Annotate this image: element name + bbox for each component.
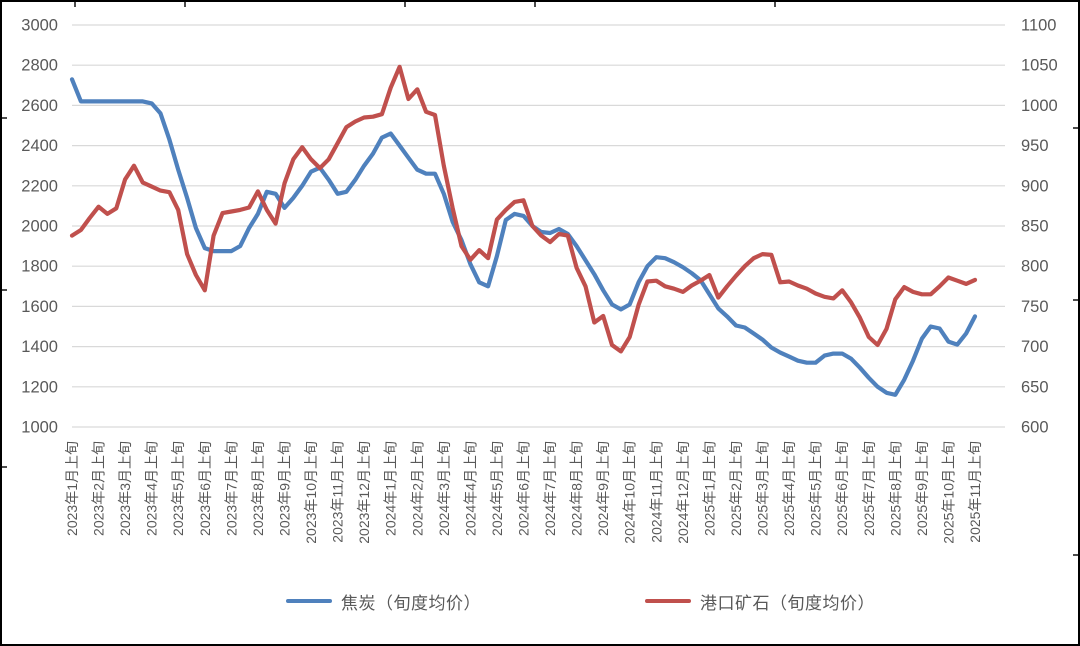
right-axis-tick-label: 700 xyxy=(1021,338,1049,356)
x-axis-label: 2025年11月上旬 xyxy=(967,441,983,543)
x-axis-label: 2024年6月上旬 xyxy=(516,441,532,536)
left-axis-tick-label: 1400 xyxy=(21,338,58,356)
x-axis-label: 2025年2月上旬 xyxy=(728,441,744,536)
left-axis-tick-label: 2200 xyxy=(21,177,58,195)
x-axis-label: 2023年7月上旬 xyxy=(223,441,239,536)
x-axis-label: 2023年3月上旬 xyxy=(117,441,133,536)
right-axis-tick-label: 1100 xyxy=(1021,17,1056,35)
x-axis-label: 2023年9月上旬 xyxy=(276,441,292,536)
right-axis-tick-label: 850 xyxy=(1021,218,1049,236)
left-axis-tick-label: 1800 xyxy=(21,258,58,276)
x-axis-label: 2023年4月上旬 xyxy=(144,441,160,536)
x-axis-label: 2024年11月上旬 xyxy=(648,441,664,543)
right-axis-tick-label: 1000 xyxy=(1021,97,1058,115)
x-axis-label: 2023年12月上旬 xyxy=(356,441,372,544)
x-axis-label: 2025年5月上旬 xyxy=(808,441,824,536)
series-line-coke xyxy=(69,77,978,397)
left-axis-tick-label: 2000 xyxy=(21,218,58,236)
x-axis-label: 2025年8月上旬 xyxy=(887,441,903,536)
x-axis-label: 2023年5月上旬 xyxy=(170,441,186,536)
left-axis-tick-label: 2400 xyxy=(21,137,58,155)
right-axis-tick-label: 650 xyxy=(1021,378,1049,396)
left-axis-tick-label: 2600 xyxy=(21,97,58,115)
left-axis-tick-label: 3000 xyxy=(21,17,58,35)
x-axis-label: 2025年9月上旬 xyxy=(914,441,930,536)
right-axis-tick-label: 900 xyxy=(1021,177,1049,195)
left-axis-tick-label: 1200 xyxy=(21,378,58,396)
x-axis-label: 2024年1月上旬 xyxy=(383,441,399,536)
x-axis-label: 2025年1月上旬 xyxy=(701,441,717,536)
x-axis-label: 2025年7月上旬 xyxy=(861,441,877,536)
legend-item-ore: 港口矿石（旬度均价） xyxy=(645,586,875,616)
legend-label-ore: 港口矿石（旬度均价） xyxy=(700,593,875,613)
left-axis-tick-label: 2800 xyxy=(21,57,58,75)
right-axis-tick-label: 950 xyxy=(1021,137,1049,155)
x-axis-label: 2023年1月上旬 xyxy=(64,441,80,536)
x-axis-label: 2025年4月上旬 xyxy=(781,441,797,536)
left-axis-tick-label: 1000 xyxy=(21,419,58,437)
x-axis-label: 2025年6月上旬 xyxy=(834,441,850,536)
x-axis-label: 2024年8月上旬 xyxy=(569,441,585,536)
legend: 焦炭（旬度均价） 港口矿石（旬度均价） xyxy=(2,586,1078,616)
legend-swatch-ore xyxy=(645,598,691,604)
legend-label-coke: 焦炭（旬度均价） xyxy=(341,593,481,613)
x-axis-label: 2023年10月上旬 xyxy=(303,441,319,544)
x-axis-label: 2024年2月上旬 xyxy=(409,441,425,536)
x-axis-label: 2023年8月上旬 xyxy=(250,441,266,536)
x-axis-label: 2024年5月上旬 xyxy=(489,441,505,536)
x-axis-label: 2024年4月上旬 xyxy=(462,441,478,536)
right-axis-tick-label: 600 xyxy=(1021,419,1049,437)
right-axis-tick-label: 1050 xyxy=(1021,57,1058,75)
x-axis-label: 2025年3月上旬 xyxy=(755,441,771,536)
x-axis-label: 2024年7月上旬 xyxy=(542,441,558,536)
x-axis-label: 2024年9月上旬 xyxy=(595,441,611,536)
x-axis-label: 2023年6月上旬 xyxy=(197,441,213,536)
x-axis-label: 2023年11月上旬 xyxy=(330,441,346,543)
x-axis-label: 2024年12月上旬 xyxy=(675,441,691,544)
legend-swatch-coke xyxy=(286,598,332,604)
x-axis-label: 2024年10月上旬 xyxy=(622,441,638,544)
x-axis-label: 2024年3月上旬 xyxy=(436,441,452,536)
series-line-ore xyxy=(69,64,978,354)
x-axis-label: 2025年10月上旬 xyxy=(940,441,956,544)
legend-item-coke: 焦炭（旬度均价） xyxy=(286,586,481,616)
x-axis-label: 2023年2月上旬 xyxy=(91,441,107,536)
right-axis-tick-label: 800 xyxy=(1021,258,1049,276)
left-axis-tick-label: 1600 xyxy=(21,298,58,316)
right-axis-tick-label: 750 xyxy=(1021,298,1049,316)
